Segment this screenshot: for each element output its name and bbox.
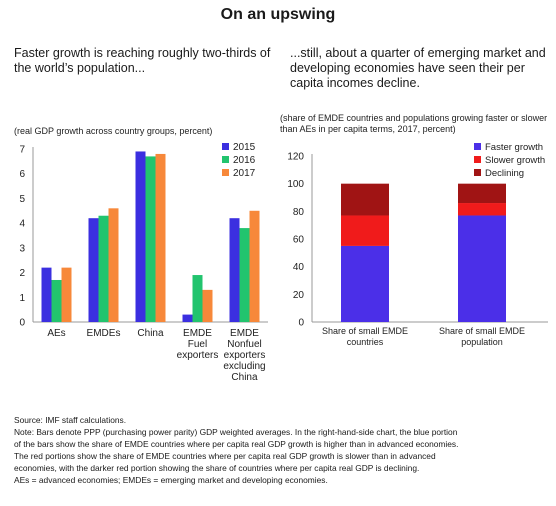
legend-swatch-2017 [222,169,229,176]
y-tick-label: 20 [293,290,305,301]
bar-2016 [51,279,62,322]
y-tick-label: 1 [19,293,25,304]
y-tick-label: 5 [19,194,25,205]
y-tick-label: 4 [19,219,25,230]
legend-label-faster-growth: Faster growth [485,142,543,153]
y-tick-label: 2 [19,268,25,279]
legend-swatch-faster-growth [474,143,481,150]
x-tick-label: Share of small EMDE [439,326,525,336]
x-tick-label: Fuel [188,339,207,350]
bar-faster-growth [458,215,506,322]
y-tick-label: 6 [19,169,25,180]
x-tick-label: EMDE [183,328,212,339]
y-tick-label: 60 [293,235,305,246]
bar-2016 [145,156,156,322]
left-subhead: Faster growth is reaching roughly two-th… [14,46,271,75]
bar-2015 [88,218,99,322]
x-tick-label: exporters [224,350,266,361]
bar-2017 [61,267,72,322]
x-tick-label: exporters [177,350,219,361]
bar-slower-growth [458,203,506,216]
x-tick-label: excluding [223,361,265,372]
legend-swatch-2015 [222,143,229,150]
note-line: AEs = advanced economies; EMDEs = emergi… [14,475,328,485]
bar-declining [341,183,389,216]
bar-2015 [182,314,193,322]
bar-2017 [249,210,260,322]
bar-2016 [192,275,203,322]
y-tick-label: 80 [293,207,305,218]
bar-2015 [41,267,52,322]
legend-label-2017: 2017 [233,168,256,179]
x-tick-label: Share of small EMDE [322,326,408,336]
y-tick-label: 120 [287,152,304,163]
source-line: Source: IMF staff calculations. [14,415,127,425]
bar-2015 [229,218,240,322]
y-tick-label: 100 [287,179,304,190]
y-tick-label: 0 [298,318,304,329]
legend-label-2015: 2015 [233,142,256,153]
note-line: of the bars show the share of EMDE count… [14,439,459,449]
note-line: economies, with the darker red portion s… [14,463,420,473]
right-units-label: (share of EMDE countries and populations… [280,113,548,134]
left-units-label: (real GDP growth across country groups, … [14,126,213,136]
legend-swatch-declining [474,169,481,176]
notes-block: Source: IMF staff calculations. Note: Ba… [14,414,550,486]
x-tick-label: EMDE [230,328,259,339]
x-tick-label: countries [347,337,384,347]
note-line: Note: Bars denote PPP (purchasing power … [14,427,458,437]
x-tick-label: Nonfuel [227,339,261,350]
bar-slower-growth [341,215,389,246]
right-subhead: ...still, about a quarter of emerging ma… [290,46,546,90]
x-tick-label: China [137,328,164,339]
bar-2017 [108,208,119,322]
bar-declining [458,183,506,204]
x-tick-label: population [461,337,503,347]
x-tick-label: AEs [47,328,65,339]
y-tick-label: 3 [19,243,25,254]
bar-2016 [239,228,250,322]
legend-swatch-slower-growth [474,156,481,163]
y-tick-label: 7 [19,145,25,156]
y-tick-label: 40 [293,262,305,273]
page-title: On an upswing [220,6,336,23]
legend-label-2016: 2016 [233,155,256,166]
y-tick-label: 0 [19,318,25,329]
note-line: The red portions show the share of EMDE … [14,451,436,461]
x-tick-label: EMDEs [87,328,121,339]
legend-label-slower-growth: Slower growth [485,155,545,166]
bar-2017 [202,289,213,322]
x-tick-label: China [231,372,258,383]
bar-faster-growth [341,245,389,322]
bar-2016 [98,215,109,322]
bar-2017 [155,153,166,322]
bar-2015 [135,151,146,322]
legend-label-declining: Declining [485,168,524,179]
legend-swatch-2016 [222,156,229,163]
